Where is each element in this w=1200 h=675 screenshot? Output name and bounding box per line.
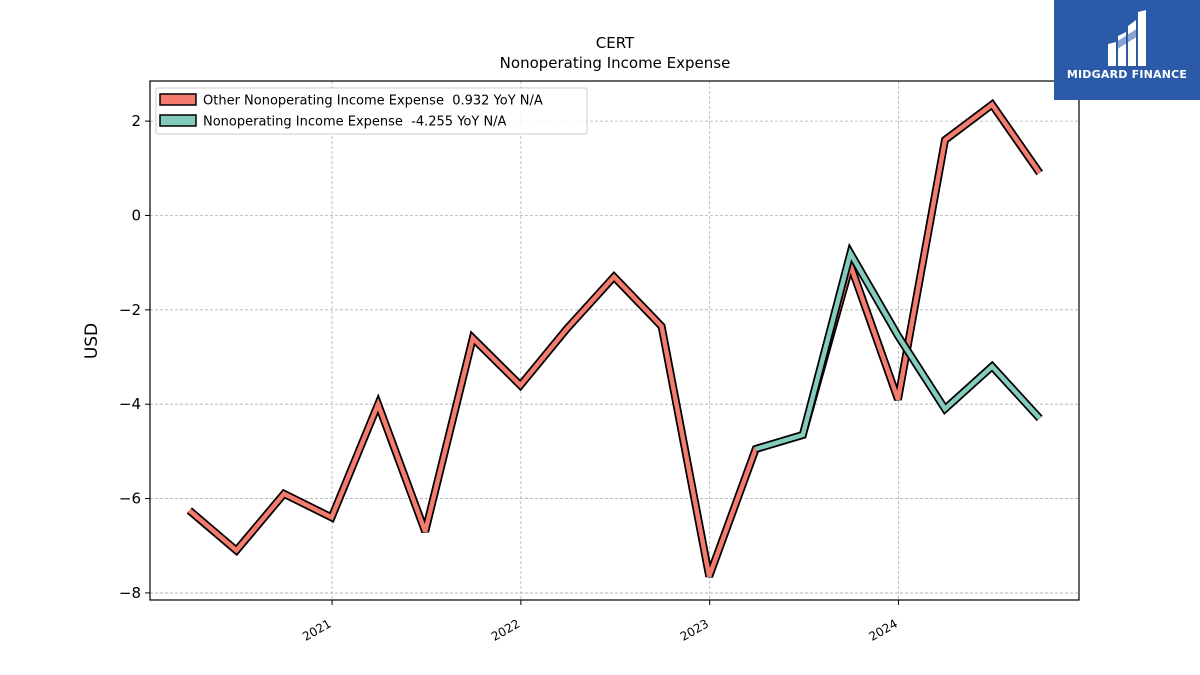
x-tick-label: 2022	[489, 616, 522, 643]
legend-swatch-nonoperating	[159, 114, 197, 127]
chart-subtitle: Nonoperating Income Expense	[500, 54, 731, 72]
plot-frame	[149, 80, 1080, 601]
legend: Other Nonoperating Income Expense 0.932 …	[155, 87, 588, 135]
x-tick-label: 2023	[678, 616, 711, 643]
legend-box	[155, 87, 588, 135]
series-other-nonoperating-outline	[186, 98, 1043, 578]
y-tick-label: −6	[119, 490, 141, 508]
series-other-nonoperating-line	[187, 101, 1042, 578]
x-tick-label: 2021	[300, 616, 333, 643]
brand-name: MIDGARD FINANCE	[1066, 68, 1188, 81]
legend-label-nonoperating: Nonoperating Income Expense -4.255 YoY N…	[203, 115, 507, 130]
series-nonoperating-outline	[754, 242, 1043, 453]
y-tick-label: −2	[119, 301, 141, 319]
chart-title: CERT	[596, 34, 635, 52]
series-nonoperating-line	[755, 247, 1042, 452]
x-axis: 2021 2022 2023 2024	[300, 600, 900, 644]
brand-logo: MIDGARD FINANCE	[1054, 0, 1200, 100]
y-tick-label: −4	[119, 395, 141, 413]
legend-swatch-other-nonoperating	[159, 93, 197, 106]
y-axis-label: USD	[82, 323, 102, 359]
legend-label-other-nonoperating: Other Nonoperating Income Expense 0.932 …	[203, 94, 543, 109]
y-axis: 2 0 −2 −4 −6 −8	[119, 112, 150, 602]
y-tick-label: 2	[131, 112, 141, 130]
midgard-logo-icon	[1108, 10, 1146, 66]
x-tick-label: 2024	[867, 616, 900, 643]
y-tick-label: −8	[119, 584, 141, 602]
series-layer	[186, 98, 1043, 578]
y-tick-label: 0	[131, 206, 141, 224]
